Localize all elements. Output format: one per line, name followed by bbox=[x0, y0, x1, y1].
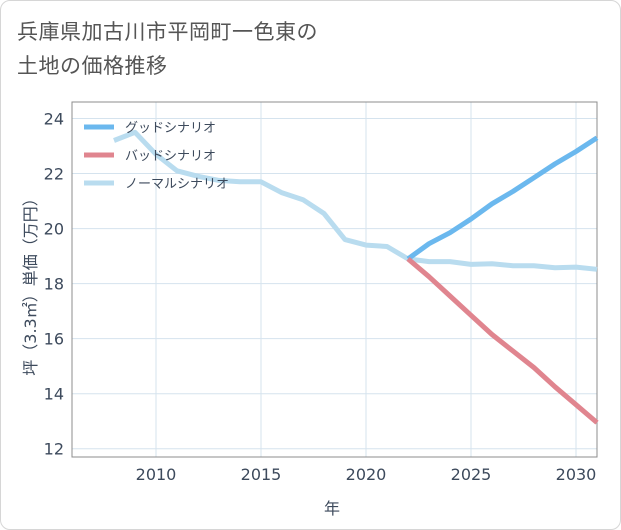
series-line-1 bbox=[406, 256, 599, 425]
legend-label: ノーマルシナリオ bbox=[125, 177, 229, 192]
y-tick-label: 16 bbox=[44, 330, 64, 349]
series-line-2 bbox=[113, 129, 598, 272]
series-line-0 bbox=[406, 135, 599, 261]
y-tick-label: 12 bbox=[44, 440, 64, 459]
grid-lines bbox=[72, 102, 597, 457]
legend-label: グッドシナリオ bbox=[125, 121, 216, 136]
chart-title: 兵庫県加古川市平岡町一色東の 土地の価格推移 bbox=[17, 15, 537, 83]
x-tick-labels: 2010 2015 2020 2025 2030 bbox=[136, 465, 597, 484]
y-tick-label: 22 bbox=[44, 165, 64, 184]
x-tick-label: 2030 bbox=[556, 465, 597, 484]
chart-title-line-2: 土地の価格推移 bbox=[17, 54, 168, 78]
x-tick-label: 2025 bbox=[451, 465, 492, 484]
x-tick-label: 2010 bbox=[136, 465, 177, 484]
x-axis-title: 年 bbox=[324, 499, 340, 518]
legend-label: バッドシナリオ bbox=[125, 149, 216, 164]
y-tick-label: 18 bbox=[44, 275, 64, 294]
chart-title-line-1: 兵庫県加古川市平岡町一色東の bbox=[17, 20, 318, 44]
series-lines bbox=[113, 129, 599, 425]
y-tick-label: 14 bbox=[44, 385, 64, 404]
plot-frame bbox=[71, 101, 598, 458]
y-tick-labels: 12 14 16 18 20 22 24 bbox=[44, 110, 64, 459]
y-axis-title: 坪（3.3㎡）単価（万円） bbox=[21, 190, 40, 375]
x-tick-label: 2020 bbox=[346, 465, 387, 484]
y-tick-label: 24 bbox=[44, 110, 64, 129]
x-tick-label: 2015 bbox=[241, 465, 282, 484]
y-tick-label: 20 bbox=[44, 220, 64, 239]
